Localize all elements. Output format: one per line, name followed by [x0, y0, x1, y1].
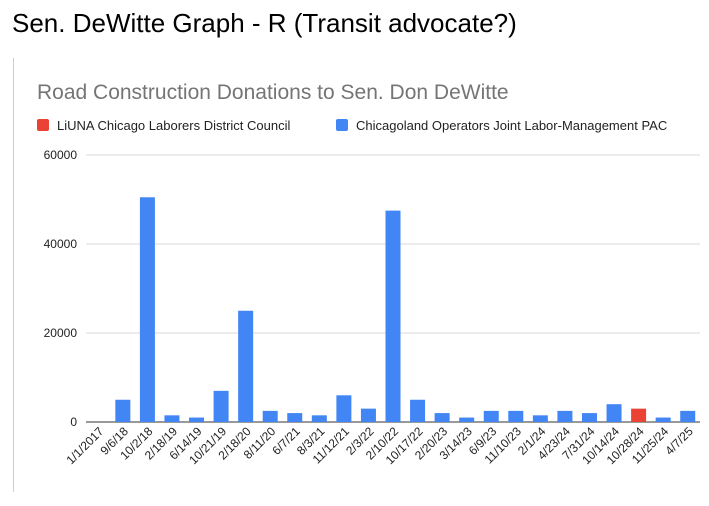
bar [287, 413, 303, 422]
y-tick-label: 60000 [44, 148, 78, 162]
bar [311, 415, 327, 422]
bar [680, 410, 696, 422]
bar [213, 390, 229, 422]
bar [238, 310, 254, 422]
bar [360, 408, 376, 422]
bar [483, 410, 499, 422]
bar [262, 410, 278, 422]
legend-swatch-chicagoland [336, 119, 348, 131]
left-border [13, 58, 14, 492]
bar [139, 197, 155, 422]
y-tick-label: 20000 [44, 326, 78, 340]
bar [581, 413, 597, 422]
bar [189, 417, 205, 422]
bar [508, 410, 524, 422]
y-tick-label: 0 [70, 415, 77, 429]
page-title: Sen. DeWitte Graph - R (Transit advocate… [12, 8, 517, 38]
bar [385, 210, 401, 422]
bar [459, 417, 475, 422]
bar [115, 399, 131, 422]
legend-swatch-liuna [37, 119, 49, 131]
bar [631, 408, 647, 422]
bar [606, 404, 622, 422]
chart-title: Road Construction Donations to Sen. Don … [37, 81, 509, 104]
x-tick-label: 4/7/25 [662, 424, 696, 458]
bar [434, 413, 450, 422]
x-axis: 1/1/20179/6/1810/2/182/18/196/14/1910/21… [63, 424, 696, 467]
legend-label-liuna: LiUNA Chicago Laborers District Council [57, 118, 290, 133]
bar [410, 399, 426, 422]
bar [655, 417, 671, 422]
y-axis: 0 20000 40000 60000 [44, 148, 78, 429]
bar [557, 410, 573, 422]
bar [336, 395, 352, 422]
y-tick-label: 40000 [44, 237, 78, 251]
bar [164, 415, 180, 422]
legend-label-chicagoland: Chicagoland Operators Joint Labor-Manage… [356, 118, 667, 133]
bars [115, 197, 696, 422]
bar [532, 415, 548, 422]
legend: LiUNA Chicago Laborers District Council … [37, 118, 667, 133]
